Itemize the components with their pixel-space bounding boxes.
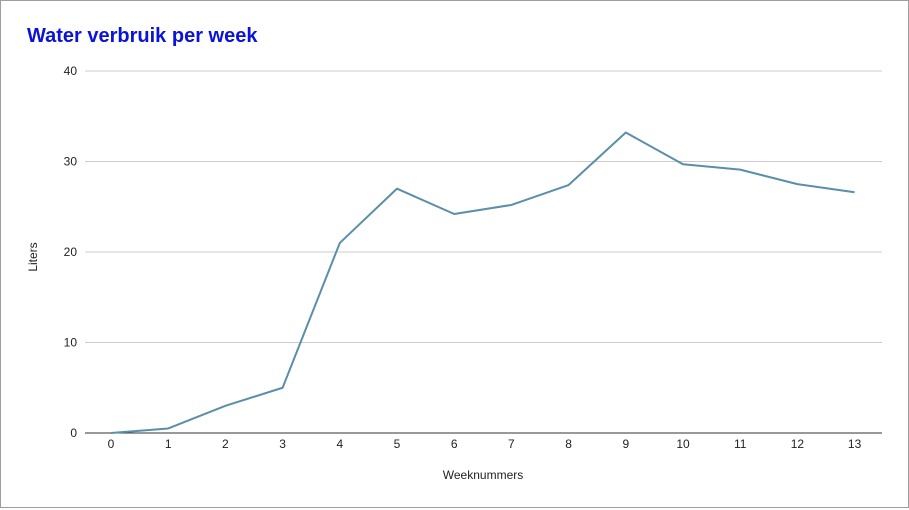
y-tick-label: 30 — [64, 155, 78, 169]
x-axis-label: Weeknummers — [443, 468, 523, 482]
x-tick-label: 9 — [622, 437, 629, 451]
y-axis-label: Liters — [26, 242, 40, 271]
y-tick-label: 0 — [70, 426, 77, 440]
series-group — [110, 131, 855, 434]
x-tick-label: 7 — [508, 437, 515, 451]
x-tick-label: 3 — [279, 437, 286, 451]
y-tick-labels: 0 10 20 30 40 — [64, 64, 78, 440]
x-tick-label: 10 — [676, 437, 690, 451]
x-tick-label: 11 — [734, 437, 747, 451]
x-tick-label: 13 — [848, 437, 862, 451]
x-tick-label: 0 — [108, 437, 115, 451]
y-tick-label: 20 — [64, 245, 78, 259]
x-tick-label: 12 — [791, 437, 805, 451]
y-tick-label: 40 — [64, 64, 78, 78]
x-tick-label: 2 — [222, 437, 229, 451]
x-tick-label: 5 — [394, 437, 401, 451]
y-tick-label: 10 — [64, 336, 78, 350]
x-tick-label: 8 — [565, 437, 572, 451]
chart-title: Water verbruik per week — [27, 25, 258, 47]
x-tick-label: 4 — [336, 437, 343, 451]
gridlines — [85, 70, 882, 343]
x-tick-label: 6 — [451, 437, 458, 451]
x-tick-labels: 0 1 2 3 4 5 6 7 8 9 10 11 12 13 — [108, 437, 862, 451]
x-tick-label: 1 — [165, 437, 172, 451]
series-line-0 — [110, 131, 855, 434]
